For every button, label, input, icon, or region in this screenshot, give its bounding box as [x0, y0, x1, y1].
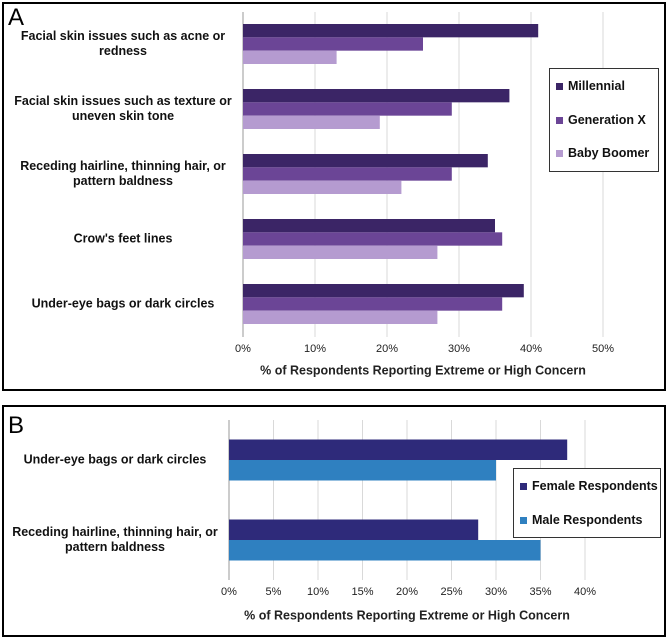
x-tick-label: 25% — [440, 586, 462, 598]
x-tick-label: 5% — [266, 586, 282, 598]
bar — [243, 167, 452, 181]
legend: Female Respondents Male Respondents — [513, 468, 661, 538]
bar — [243, 102, 452, 116]
bar — [243, 284, 524, 298]
x-tick-label: 10% — [307, 586, 329, 598]
bar — [229, 439, 568, 460]
bar — [243, 232, 503, 246]
category-label: Crow's feet lines — [73, 231, 173, 246]
legend-swatch — [520, 483, 527, 491]
bar — [243, 154, 488, 168]
panel-label: B — [8, 412, 25, 439]
x-tick-label: 15% — [351, 586, 373, 598]
x-tick-label: 35% — [529, 586, 551, 598]
bar — [243, 245, 438, 259]
x-tick-label: 30% — [485, 586, 507, 598]
legend-swatch — [556, 83, 563, 91]
bar — [243, 37, 423, 51]
bar — [243, 180, 402, 194]
bar — [243, 310, 438, 324]
x-tick-label: 30% — [448, 343, 470, 355]
legend-label: Female Respondents — [532, 479, 658, 493]
legend-swatch — [520, 517, 527, 525]
panel-a — [2, 2, 666, 391]
x-tick-label: 20% — [376, 343, 398, 355]
category-label: Facial skin issues such as texture or un… — [14, 94, 232, 123]
category-label: Under-eye bags or dark circles — [31, 296, 215, 311]
bar — [229, 460, 496, 481]
panel-label: A — [8, 4, 25, 31]
legend-item: Baby Boomer — [556, 146, 649, 160]
bar — [243, 219, 495, 233]
bar — [243, 50, 337, 64]
bar — [243, 115, 380, 129]
category-label: Facial skin issues such as acne or redne… — [20, 29, 226, 58]
bar — [229, 540, 541, 561]
bar — [243, 89, 510, 103]
x-tick-label: 20% — [396, 586, 418, 598]
legend-label: Generation X — [568, 112, 646, 127]
category-label: Receding hairline, thinning hair, or pat… — [20, 159, 226, 188]
legend-swatch — [556, 116, 563, 124]
legend-label: Male Respondents — [532, 513, 643, 527]
legend-swatch — [556, 150, 563, 158]
legend-item: Millennial — [556, 79, 625, 93]
legend-item: Female Respondents — [520, 479, 658, 493]
legend-item: Male Respondents — [520, 513, 642, 527]
x-tick-label: 0% — [221, 586, 237, 598]
bar — [243, 24, 539, 38]
bar — [229, 519, 479, 540]
legend-item: Generation X — [556, 113, 646, 127]
x-tick-label: 10% — [304, 343, 326, 355]
x-tick-label: 0% — [235, 343, 251, 355]
x-tick-label: 50% — [592, 343, 614, 355]
x-axis-title: % of Respondents Reporting Extreme or Hi… — [260, 363, 586, 377]
category-label: Receding hairline, thinning hair, or pat… — [12, 525, 218, 554]
x-tick-label: 40% — [520, 343, 542, 355]
legend-label: Millennial — [568, 79, 625, 93]
x-axis-title: % of Respondents Reporting Extreme or Hi… — [244, 608, 570, 622]
legend: Millennial Generation X Baby Boomer — [549, 68, 659, 172]
bar — [243, 297, 503, 311]
category-label: Under-eye bags or dark circles — [23, 452, 207, 467]
panel-b — [2, 405, 666, 637]
x-tick-label: 40% — [574, 586, 596, 598]
legend-label: Baby Boomer — [568, 146, 650, 160]
